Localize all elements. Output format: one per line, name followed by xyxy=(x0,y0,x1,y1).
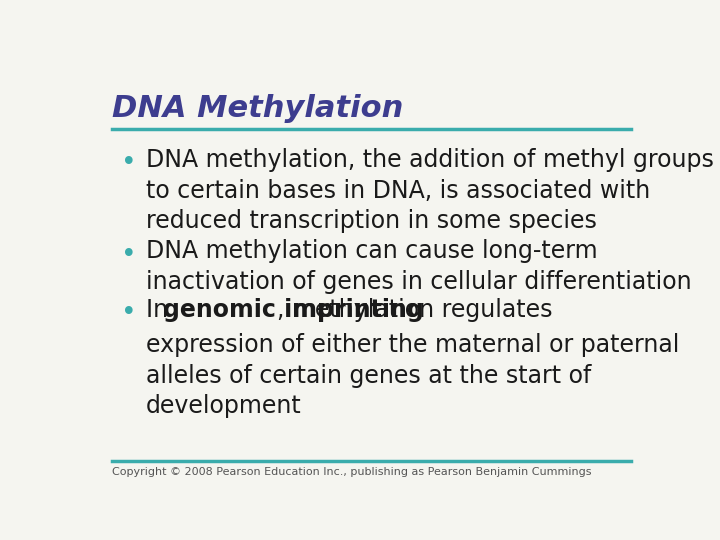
Text: •: • xyxy=(121,241,136,267)
Text: expression of either the maternal or paternal
alleles of certain genes at the st: expression of either the maternal or pat… xyxy=(145,333,679,418)
Text: •: • xyxy=(121,300,136,326)
Text: genomic imprinting: genomic imprinting xyxy=(163,298,424,322)
Text: In: In xyxy=(145,298,176,322)
Text: DNA Methylation: DNA Methylation xyxy=(112,94,404,123)
Text: , methylation regulates: , methylation regulates xyxy=(277,298,553,322)
Text: Copyright © 2008 Pearson Education Inc., publishing as Pearson Benjamin Cummings: Copyright © 2008 Pearson Education Inc.,… xyxy=(112,467,592,477)
Text: DNA methylation, the addition of methyl groups
to certain bases in DNA, is assoc: DNA methylation, the addition of methyl … xyxy=(145,148,714,233)
Text: DNA methylation can cause long-term
inactivation of genes in cellular differenti: DNA methylation can cause long-term inac… xyxy=(145,239,691,294)
Text: •: • xyxy=(121,150,136,176)
